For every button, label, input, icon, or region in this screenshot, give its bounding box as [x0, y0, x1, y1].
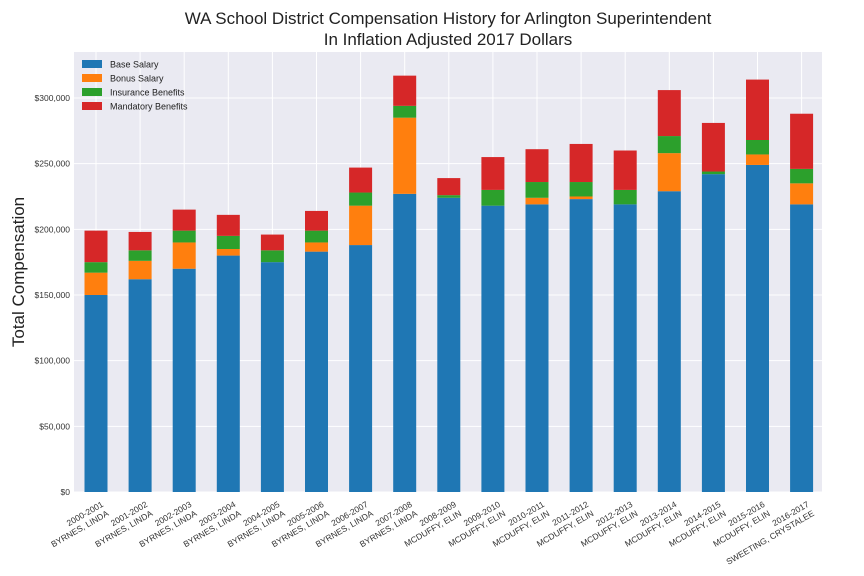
y-tick-label: $300,000 — [35, 93, 71, 103]
bar-segment-insurance-benefits — [260, 250, 284, 263]
y-axis: $0 $50,000 $100,000 $150,000 $200,000 $250,00… — [35, 93, 71, 497]
bar-segment-base-salary — [349, 245, 373, 492]
bar-segment-insurance-benefits — [790, 168, 814, 184]
legend-swatch — [82, 74, 102, 82]
bar-segment-base-salary — [613, 204, 637, 492]
legend-swatch — [82, 102, 102, 110]
bar-segment-base-salary — [657, 191, 681, 492]
legend-label: Insurance Benefits — [110, 88, 185, 98]
y-axis-label: Total Compensation — [9, 197, 28, 347]
bar-segment-insurance-benefits — [349, 192, 373, 206]
bar-segment-bonus-salary — [393, 117, 417, 194]
bar-segment-mandatory-benefits — [172, 209, 196, 231]
bar-segment-base-salary — [84, 294, 108, 492]
bar-segment-mandatory-benefits — [746, 79, 769, 140]
chart-subtitle: In Inflation Adjusted 2017 Dollars — [324, 30, 573, 49]
bar-segment-insurance-benefits — [216, 235, 240, 250]
bar-segment-base-salary — [216, 255, 240, 492]
bar-segment-mandatory-benefits — [790, 113, 814, 169]
bar-segment-bonus-salary — [525, 197, 549, 205]
bar-segment-bonus-salary — [128, 260, 152, 280]
y-tick-label: $100,000 — [35, 356, 71, 366]
bar-segment-base-salary — [128, 279, 152, 492]
bar-segment-bonus-salary — [84, 272, 108, 295]
bar-segment-mandatory-benefits — [701, 122, 725, 172]
bar-segment-base-salary — [525, 204, 549, 492]
bar-segment-insurance-benefits — [569, 182, 593, 197]
y-tick-label: $200,000 — [35, 224, 71, 234]
bar-segment-bonus-salary — [746, 154, 769, 165]
legend-swatch — [82, 88, 102, 96]
y-tick-label: $150,000 — [35, 290, 71, 300]
bar-segment-mandatory-benefits — [657, 90, 681, 137]
bar-segment-base-salary — [172, 268, 196, 492]
bar-segment-insurance-benefits — [701, 171, 725, 175]
bar-segment-insurance-benefits — [172, 230, 196, 243]
bar-segment-base-salary — [260, 262, 284, 492]
bar-segment-mandatory-benefits — [349, 167, 373, 193]
legend-label: Mandatory Benefits — [110, 102, 188, 112]
bar-segment-mandatory-benefits — [128, 231, 152, 251]
bar-segment-mandatory-benefits — [216, 214, 240, 236]
bar-segment-insurance-benefits — [481, 189, 505, 206]
bar-segment-insurance-benefits — [746, 140, 769, 155]
bar-segment-base-salary — [701, 174, 725, 493]
bar-segment-mandatory-benefits — [84, 230, 108, 263]
bar-segment-bonus-salary — [569, 196, 593, 200]
bar-segment-insurance-benefits — [613, 189, 637, 205]
legend-swatch — [82, 60, 102, 68]
bar-segment-mandatory-benefits — [569, 143, 593, 183]
legend-label: Base Salary — [110, 60, 159, 70]
bar-segment-base-salary — [569, 199, 593, 492]
y-tick-label: $250,000 — [35, 159, 71, 169]
bar-segment-insurance-benefits — [305, 230, 328, 243]
bar-segment-base-salary — [790, 204, 814, 492]
y-tick-label: $0 — [61, 487, 71, 497]
bar-segment-bonus-salary — [172, 242, 196, 269]
bar-segment-insurance-benefits — [437, 195, 461, 198]
bars — [84, 75, 814, 493]
bar-segment-bonus-salary — [349, 205, 373, 246]
bar-segment-insurance-benefits — [128, 250, 152, 261]
bar-segment-mandatory-benefits — [481, 157, 505, 190]
bar-segment-mandatory-benefits — [260, 234, 284, 251]
y-tick-label: $50,000 — [39, 421, 70, 431]
bar-segment-base-salary — [393, 193, 417, 492]
bar-segment-base-salary — [437, 197, 461, 492]
bar-segment-base-salary — [746, 164, 769, 492]
bar-segment-base-salary — [481, 205, 505, 493]
bar-segment-mandatory-benefits — [437, 178, 461, 196]
bar-segment-bonus-salary — [790, 183, 814, 205]
bar-segment-insurance-benefits — [84, 262, 108, 273]
bar-segment-insurance-benefits — [393, 105, 417, 118]
legend-label: Bonus Salary — [110, 74, 164, 84]
bar-segment-bonus-salary — [216, 249, 240, 256]
bar-segment-base-salary — [305, 251, 328, 492]
bar-segment-mandatory-benefits — [525, 149, 549, 183]
bar-segment-mandatory-benefits — [305, 210, 328, 231]
bar-segment-mandatory-benefits — [393, 75, 417, 106]
bar-segment-bonus-salary — [657, 153, 681, 192]
bar-segment-insurance-benefits — [657, 136, 681, 154]
chart-title: WA School District Compensation History … — [185, 9, 712, 28]
bar-segment-mandatory-benefits — [613, 150, 637, 190]
legend: Base Salary Bonus Salary Insurance Benefit… — [82, 60, 188, 112]
bar-segment-insurance-benefits — [525, 182, 549, 198]
bar-segment-bonus-salary — [305, 242, 328, 252]
